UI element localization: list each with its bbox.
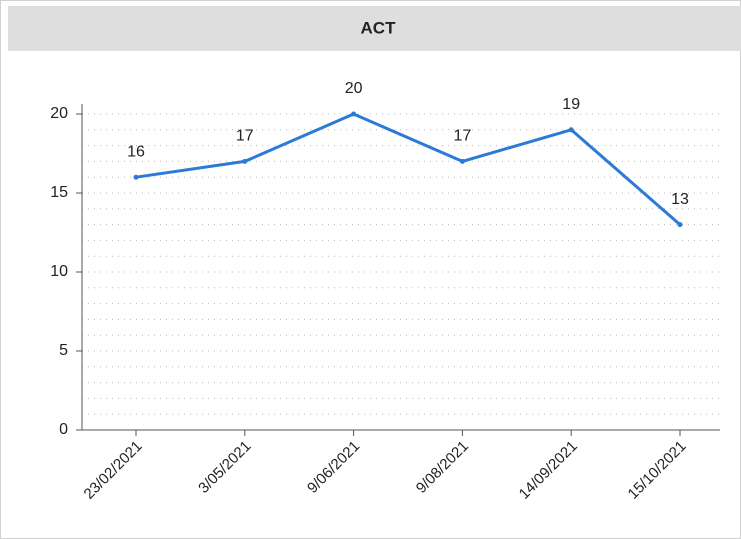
- point: [677, 222, 683, 228]
- point: [568, 127, 574, 133]
- y-tick-label: 10: [50, 263, 68, 280]
- header: [8, 6, 741, 51]
- chart-title: ACT: [361, 18, 397, 37]
- point: [459, 158, 465, 164]
- y-tick-label: 5: [59, 342, 68, 359]
- point: [133, 174, 139, 180]
- data-label: 20: [345, 80, 363, 97]
- data-label: 19: [562, 96, 580, 113]
- data-label: 17: [236, 128, 254, 145]
- data-label: 16: [127, 143, 145, 160]
- y-tick-label: 15: [50, 184, 68, 201]
- data-label: 13: [671, 191, 689, 208]
- line: [135, 112, 681, 226]
- y-tick-label: 20: [50, 105, 68, 122]
- point: [351, 111, 357, 117]
- point: [242, 158, 248, 164]
- data-label: 17: [454, 128, 472, 145]
- y-tick-label: 0: [59, 421, 68, 438]
